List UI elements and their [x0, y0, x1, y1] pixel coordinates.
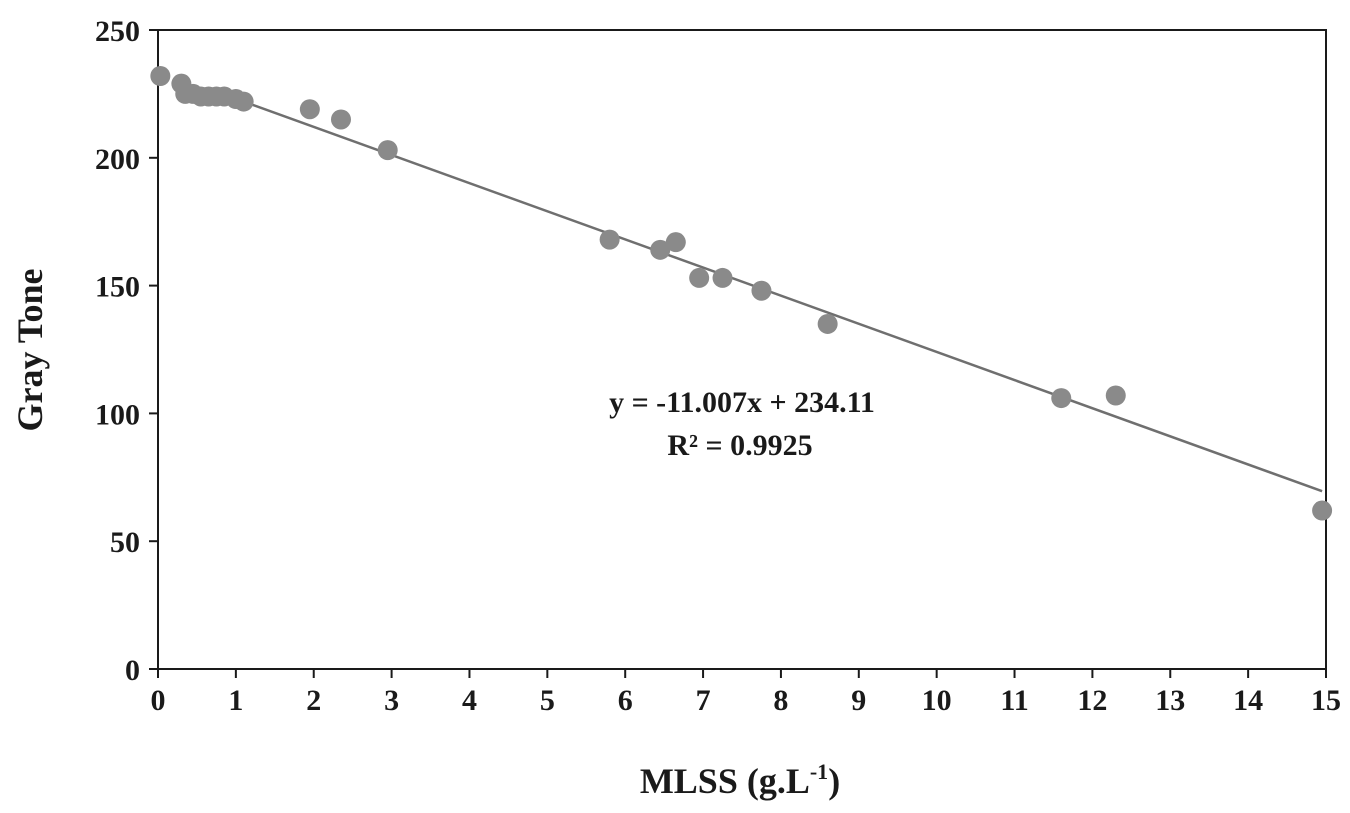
x-tick-label: 2 — [306, 684, 321, 717]
data-point — [1105, 385, 1126, 406]
x-tick-label: 14 — [1233, 684, 1263, 717]
y-tick-label: 50 — [110, 526, 140, 559]
data-point — [299, 99, 320, 120]
data-point — [689, 267, 710, 288]
x-axis-label-main: MLSS (g.L — [640, 761, 810, 801]
x-axis-label-close: ) — [828, 761, 840, 801]
y-tick-label: 250 — [95, 15, 140, 48]
y-axis-label: Gray Tone — [10, 268, 50, 431]
x-tick-label: 12 — [1077, 684, 1107, 717]
x-axis-label: MLSS (g.L-1) — [640, 759, 840, 801]
r-squared-label: R² = 0.9925 — [667, 429, 812, 462]
y-tick-label: 200 — [95, 143, 140, 176]
data-point — [1051, 388, 1072, 409]
data-point — [817, 313, 838, 334]
trendline-layer — [235, 97, 1323, 493]
y-tick-label: 0 — [125, 654, 140, 687]
x-tick-label: 10 — [922, 684, 952, 717]
x-axis-label-superscript: -1 — [810, 759, 828, 784]
x-tick-label: 3 — [384, 684, 399, 717]
x-tick-label: 7 — [696, 684, 711, 717]
x-tick-label: 0 — [151, 684, 166, 717]
x-tick-label: 9 — [851, 684, 866, 717]
data-point — [751, 280, 772, 301]
data-point — [150, 66, 171, 87]
y-tick-label: 150 — [95, 271, 140, 304]
x-tick-label: 13 — [1155, 684, 1185, 717]
plot-frame — [157, 29, 1327, 670]
data-point — [665, 232, 686, 253]
x-tick-label: 6 — [618, 684, 633, 717]
data-point — [650, 239, 671, 260]
x-tick-label: 5 — [540, 684, 555, 717]
data-points-layer — [150, 66, 1333, 521]
trendline-equation: y = -11.007x + 234.11 — [609, 386, 875, 419]
x-tick-label: 4 — [462, 684, 477, 717]
y-tick-label: 100 — [95, 398, 140, 431]
data-point — [233, 91, 254, 112]
data-point — [377, 140, 398, 161]
x-tick-label: 8 — [773, 684, 788, 717]
x-tick-label: 15 — [1311, 684, 1341, 717]
x-tick-label: 11 — [1000, 684, 1028, 717]
trendline — [235, 97, 1323, 493]
data-point — [712, 267, 733, 288]
x-tick-label: 1 — [228, 684, 243, 717]
data-point — [1312, 500, 1333, 521]
data-point — [599, 229, 620, 250]
data-point — [330, 109, 351, 130]
